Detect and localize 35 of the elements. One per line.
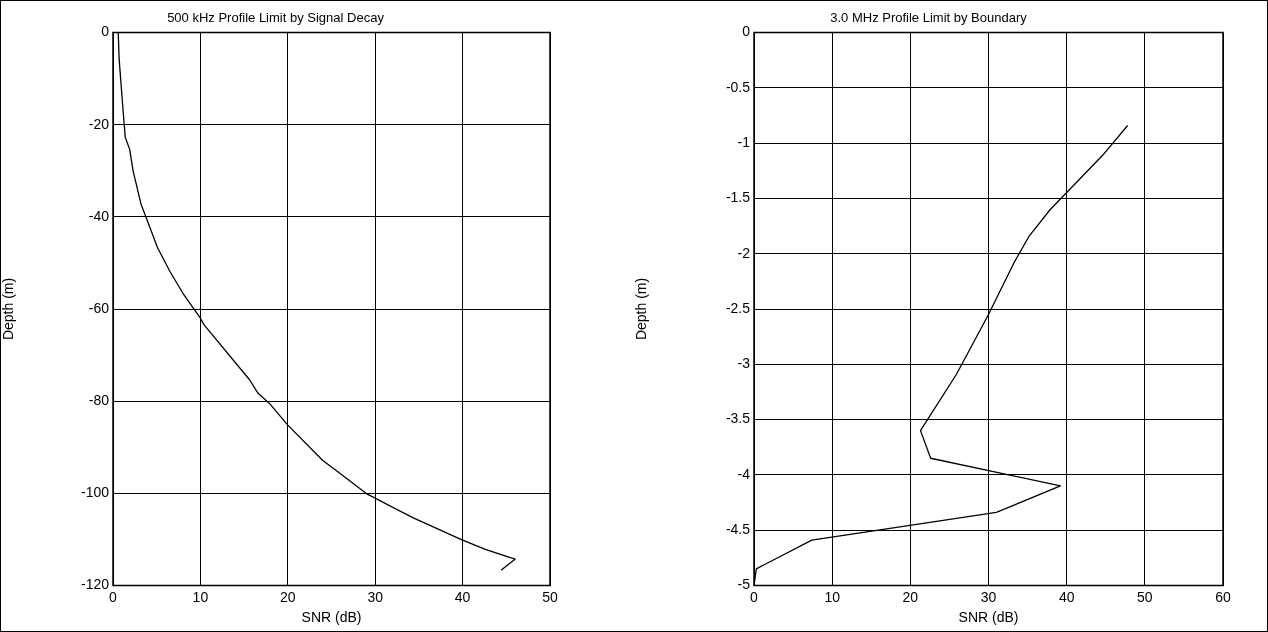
x-tick-label: 20 bbox=[280, 588, 296, 605]
y-tick-label: -4 bbox=[737, 465, 751, 482]
x-axis-title: SNR (dB) bbox=[301, 609, 362, 626]
y-tick-label: -3 bbox=[737, 355, 751, 372]
chart-title: 500 kHz Profile Limit by Signal Decay bbox=[167, 10, 385, 26]
y-tick-label: -40 bbox=[88, 207, 110, 224]
y-axis-title: Depth (m) bbox=[633, 277, 650, 341]
x-tick-label: 30 bbox=[367, 588, 384, 605]
y-tick-label: -5 bbox=[737, 576, 751, 593]
y-tick-label: -120 bbox=[80, 576, 110, 593]
y-tick-label: -2.5 bbox=[725, 299, 751, 316]
y-tick-label: -1.5 bbox=[725, 189, 751, 206]
y-tick-label: -80 bbox=[88, 391, 110, 408]
chart-title: 3.0 MHz Profile Limit by Boundary bbox=[830, 10, 1028, 26]
y-tick-label: -60 bbox=[88, 299, 110, 316]
y-tick-label: -1 bbox=[737, 134, 751, 151]
x-tick-label: 50 bbox=[1137, 588, 1153, 605]
x-tick-label: 10 bbox=[824, 588, 841, 605]
x-tick-label: 50 bbox=[542, 588, 558, 605]
x-tick-label: 40 bbox=[454, 588, 471, 605]
x-tick-label: 40 bbox=[1058, 588, 1075, 605]
y-tick-label: 0 bbox=[742, 23, 751, 40]
y-tick-label: 0 bbox=[101, 23, 110, 40]
y-tick-label: -4.5 bbox=[725, 520, 751, 537]
x-axis-title: SNR (dB) bbox=[958, 609, 1019, 626]
y-tick-label: -20 bbox=[88, 115, 110, 132]
y-tick-label: -3.5 bbox=[725, 410, 751, 427]
x-tick-label: 60 bbox=[1215, 588, 1231, 605]
y-tick-label: -100 bbox=[80, 484, 110, 501]
y-tick-label: -0.5 bbox=[725, 78, 751, 95]
y-tick-label: -2 bbox=[737, 244, 751, 261]
x-tick-label: 30 bbox=[980, 588, 997, 605]
x-tick-label: 20 bbox=[902, 588, 919, 605]
x-tick-label: 10 bbox=[192, 588, 209, 605]
y-axis-title: Depth (m) bbox=[0, 277, 17, 341]
